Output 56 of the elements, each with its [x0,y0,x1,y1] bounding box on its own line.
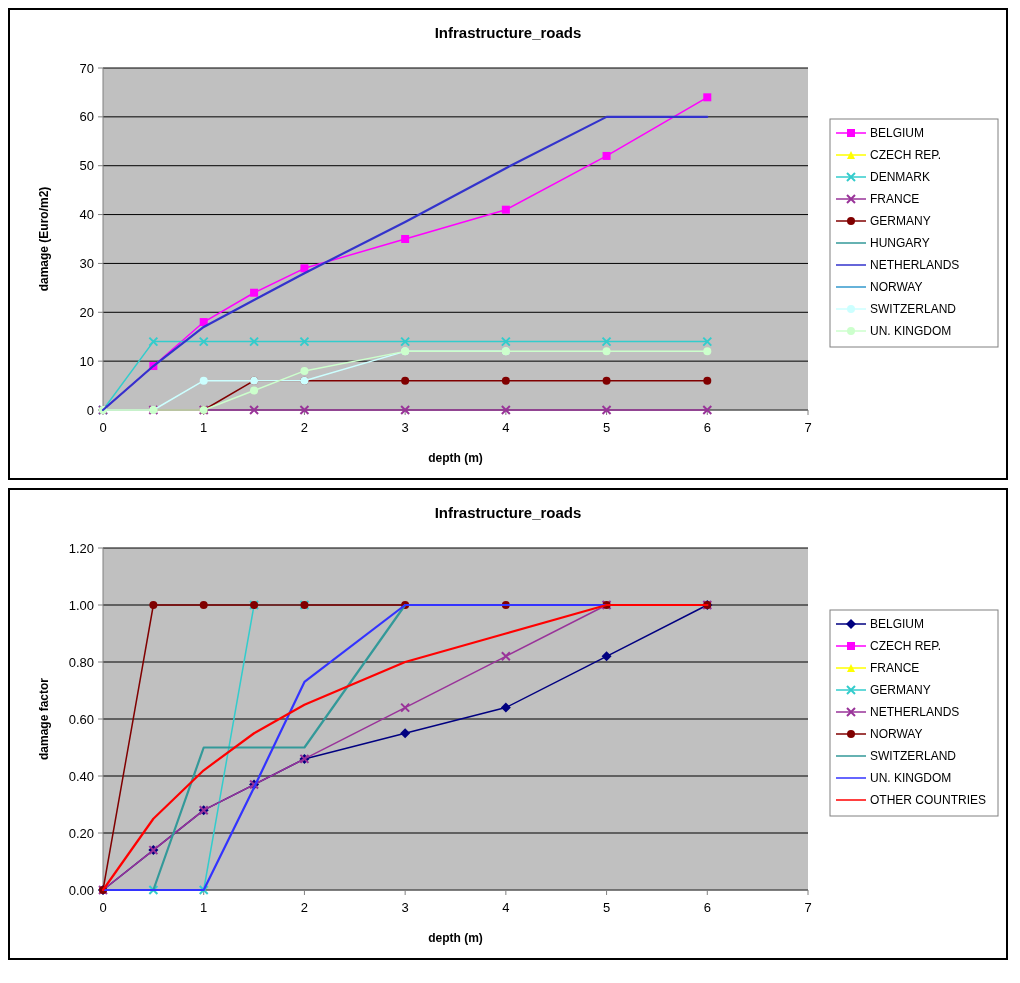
y-tick-label: 1.00 [68,597,94,613]
y-axis-title: damage factor [37,677,51,761]
x-tick-label: 0 [99,420,107,435]
legend-label: FRANCE [870,192,920,207]
y-tick-label: 0.60 [68,711,94,727]
x-tick-label: 2 [300,900,309,915]
legend-label: CZECH REP. [870,639,942,654]
legend-label: SWITZERLAND [870,749,957,764]
y-tick-label: 10 [79,353,94,369]
legend-label: FRANCE [870,661,920,676]
legend-label: HUNGARY [870,236,930,251]
legend-label: CZECH REP. [870,148,942,163]
y-tick-label: 0 [86,402,94,418]
legend-label: GERMANY [870,683,931,698]
x-tick-label: 0 [99,900,107,915]
legend-label: DENMARK [870,170,931,185]
x-tick-label: 5 [602,900,611,915]
x-tick-label: 6 [703,900,711,915]
y-tick-label: 40 [79,207,94,223]
legend-label: UN. KINGDOM [870,771,952,786]
legend-label: NETHERLANDS [870,258,960,273]
x-tick-label: 1 [200,900,208,915]
x-tick-label: 3 [401,900,409,915]
x-tick-label: 3 [401,420,409,435]
x-tick-label: 4 [502,900,510,915]
x-tick-label: 6 [703,420,711,435]
y-tick-label: 50 [79,158,94,174]
x-tick-label: 7 [804,420,812,435]
legend-label: SWITZERLAND [870,302,957,317]
legend-label: GERMANY [870,214,931,229]
y-tick-label: 70 [79,60,94,76]
legend-label: NORWAY [870,280,923,295]
legend-label: BELGIUM [870,617,925,632]
x-tick-label: 7 [804,900,812,915]
legend-label: NETHERLANDS [870,705,960,720]
legend-label: OTHER COUNTRIES [870,793,987,808]
y-tick-label: 30 [79,255,94,271]
legend-label: UN. KINGDOM [870,324,952,339]
x-axis-title: depth (m) [428,451,483,465]
legend-label: BELGIUM [870,126,925,141]
x-tick-label: 2 [300,420,309,435]
y-axis-title: damage (Euro/m2) [37,186,51,292]
legend-label: NORWAY [870,727,923,742]
x-axis-title: depth (m) [428,931,483,945]
y-tick-label: 1.20 [68,540,94,556]
y-tick-label: 0.80 [68,654,94,670]
x-tick-label: 4 [502,420,510,435]
chart-title: Infrastructure_roads [434,504,582,521]
y-tick-label: 60 [79,109,94,125]
y-tick-label: 0.40 [68,768,94,784]
x-tick-label: 1 [200,420,208,435]
y-tick-label: 20 [79,304,94,320]
x-tick-label: 5 [602,420,611,435]
chart-title: Infrastructure_roads [434,24,582,41]
y-tick-label: 0.00 [68,882,94,898]
y-tick-label: 0.20 [68,825,94,841]
